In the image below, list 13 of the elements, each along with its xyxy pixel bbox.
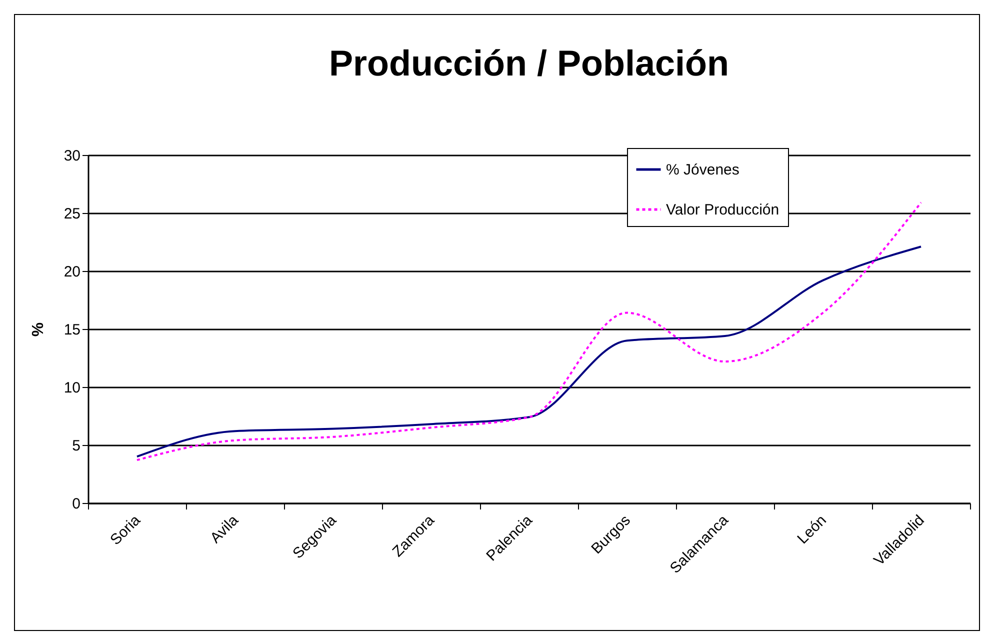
y-axis-title: %: [30, 322, 47, 337]
y-tick-label: 30: [64, 148, 80, 164]
y-tick-label: 20: [64, 264, 80, 280]
y-tick-label: 5: [72, 438, 80, 454]
chart-title: Producción / Población: [328, 42, 730, 84]
y-tick-label: 15: [64, 322, 80, 338]
y-tick-label: 10: [64, 380, 80, 396]
y-tick-label: 25: [64, 206, 80, 222]
legend-label: Valor Producción: [666, 202, 780, 218]
line-series: [136, 202, 922, 462]
line-series: [136, 246, 922, 458]
y-tick-label: 0: [72, 496, 80, 512]
legend-label: % Jóvenes: [666, 162, 740, 178]
